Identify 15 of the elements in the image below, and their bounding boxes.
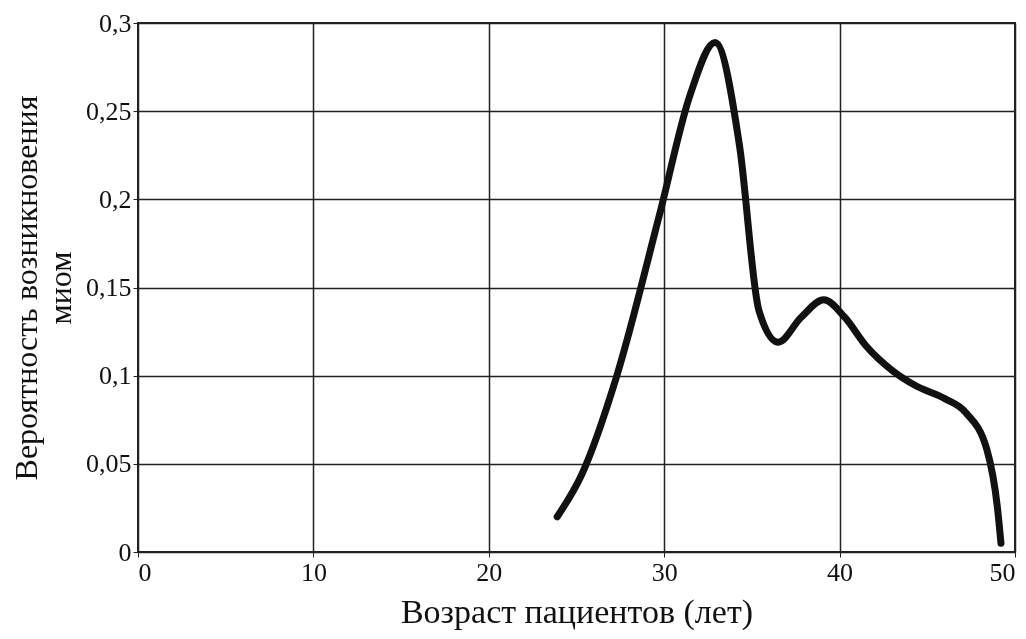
x-tick-label: 0	[138, 557, 152, 587]
y-tick-label: 0,05	[86, 449, 132, 479]
x-tick-label: 50	[989, 557, 1016, 587]
y-tick-label: 0,15	[86, 273, 132, 302]
x-tick-label: 30	[651, 557, 678, 587]
y-tick-label: 0,3	[99, 8, 132, 38]
y-tick-label: 0,1	[99, 361, 132, 391]
y-tick-label: 0,2	[99, 184, 132, 214]
x-tick-label: 20	[476, 557, 503, 587]
y-tick-label: 0	[118, 537, 132, 567]
x-tick-label: 40	[827, 557, 854, 587]
x-tick-label: 10	[300, 557, 327, 587]
x-axis-title: Возраст пациентов (лет)	[400, 592, 754, 631]
y-tick-label: 0,25	[86, 96, 132, 126]
y-axis-title: Вероятность возникновения миом	[8, 95, 78, 481]
